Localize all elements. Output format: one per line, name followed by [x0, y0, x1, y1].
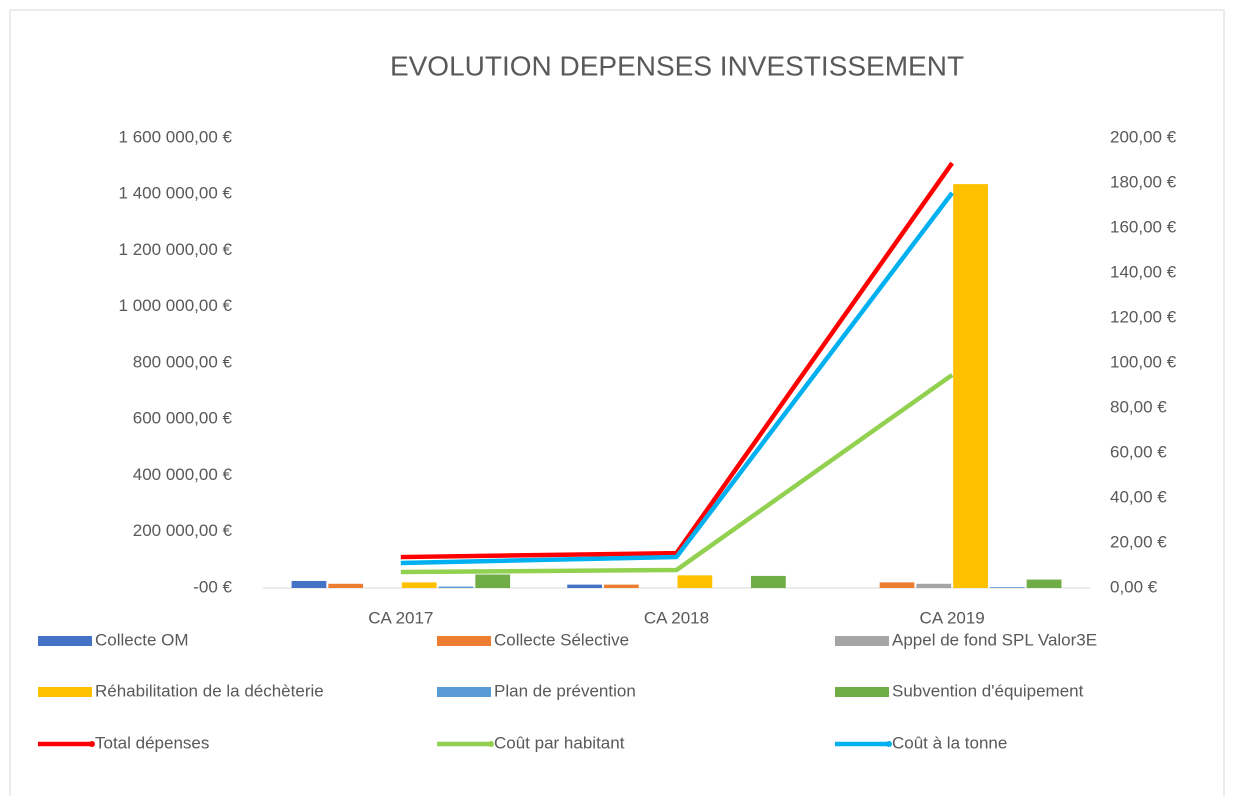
bar [953, 184, 988, 588]
legend-swatch [437, 636, 491, 646]
y-tick-label: 800 000,00 € [133, 352, 233, 371]
bar [401, 582, 437, 588]
legend-swatch [38, 687, 92, 697]
y-tick-label: 1 600 000,00 € [119, 127, 233, 146]
legend-label: Appel de fond SPL Valor3E [892, 630, 1097, 649]
legend-label: Subvention d'équipement [892, 681, 1084, 700]
line-series [400, 373, 954, 575]
bar [989, 587, 1025, 588]
line-series [400, 191, 954, 566]
bar [916, 583, 952, 588]
y2-tick-label: 40,00 € [1110, 487, 1167, 506]
y2-tick-label: 180,00 € [1110, 172, 1177, 191]
bar [603, 584, 639, 588]
bar [291, 580, 327, 588]
bar [1026, 579, 1062, 588]
y-tick-label: 1 200 000,00 € [119, 240, 233, 259]
bar [567, 584, 602, 588]
legend-marker [89, 741, 95, 747]
legend-label: Coût à la tonne [892, 733, 1007, 752]
legend-swatch [835, 687, 889, 697]
y-tick-label: 400 000,00 € [133, 465, 233, 484]
chart-title: EVOLUTION DEPENSES INVESTISSEMENT [390, 50, 964, 81]
y2-tick-label: 160,00 € [1110, 217, 1177, 236]
y-tick-label: 600 000,00 € [133, 409, 233, 428]
bar [328, 583, 364, 588]
y-tick-label: 200 000,00 € [133, 521, 233, 540]
bar [475, 574, 511, 588]
legend-label: Total dépenses [95, 733, 209, 752]
legend-swatch [38, 636, 92, 646]
bar [879, 582, 915, 588]
bar [677, 575, 713, 588]
y2-tick-label: 120,00 € [1110, 307, 1177, 326]
x-tick-label: CA 2018 [644, 608, 709, 627]
legend-marker [488, 741, 494, 747]
y2-tick-label: 20,00 € [1110, 532, 1167, 551]
legend-label: Plan de prévention [494, 681, 636, 700]
legend-label: Collecte Sélective [494, 630, 629, 649]
legend-label: Collecte OM [95, 630, 189, 649]
bar [751, 575, 786, 588]
bar [438, 586, 474, 588]
legend-swatch [437, 687, 491, 697]
legend-marker [886, 741, 892, 747]
y-tick-label: 1 400 000,00 € [119, 184, 233, 203]
x-tick-label: CA 2017 [368, 608, 433, 627]
line-series [400, 161, 955, 560]
y2-tick-label: 80,00 € [1110, 397, 1167, 416]
x-tick-label: CA 2019 [920, 608, 985, 627]
y2-tick-label: 100,00 € [1110, 352, 1177, 371]
y-tick-label: 1 000 000,00 € [119, 296, 233, 315]
legend-swatch [835, 636, 889, 646]
y-tick-label: -00 € [193, 577, 232, 596]
y2-tick-label: 0,00 € [1110, 577, 1158, 596]
legend-label: Réhabilitation de la déchèterie [95, 681, 324, 700]
y2-tick-label: 200,00 € [1110, 127, 1177, 146]
chart-border [9, 9, 1225, 796]
y2-tick-label: 60,00 € [1110, 442, 1167, 461]
y2-tick-label: 140,00 € [1110, 262, 1177, 281]
legend-label: Coût par habitant [494, 733, 625, 752]
